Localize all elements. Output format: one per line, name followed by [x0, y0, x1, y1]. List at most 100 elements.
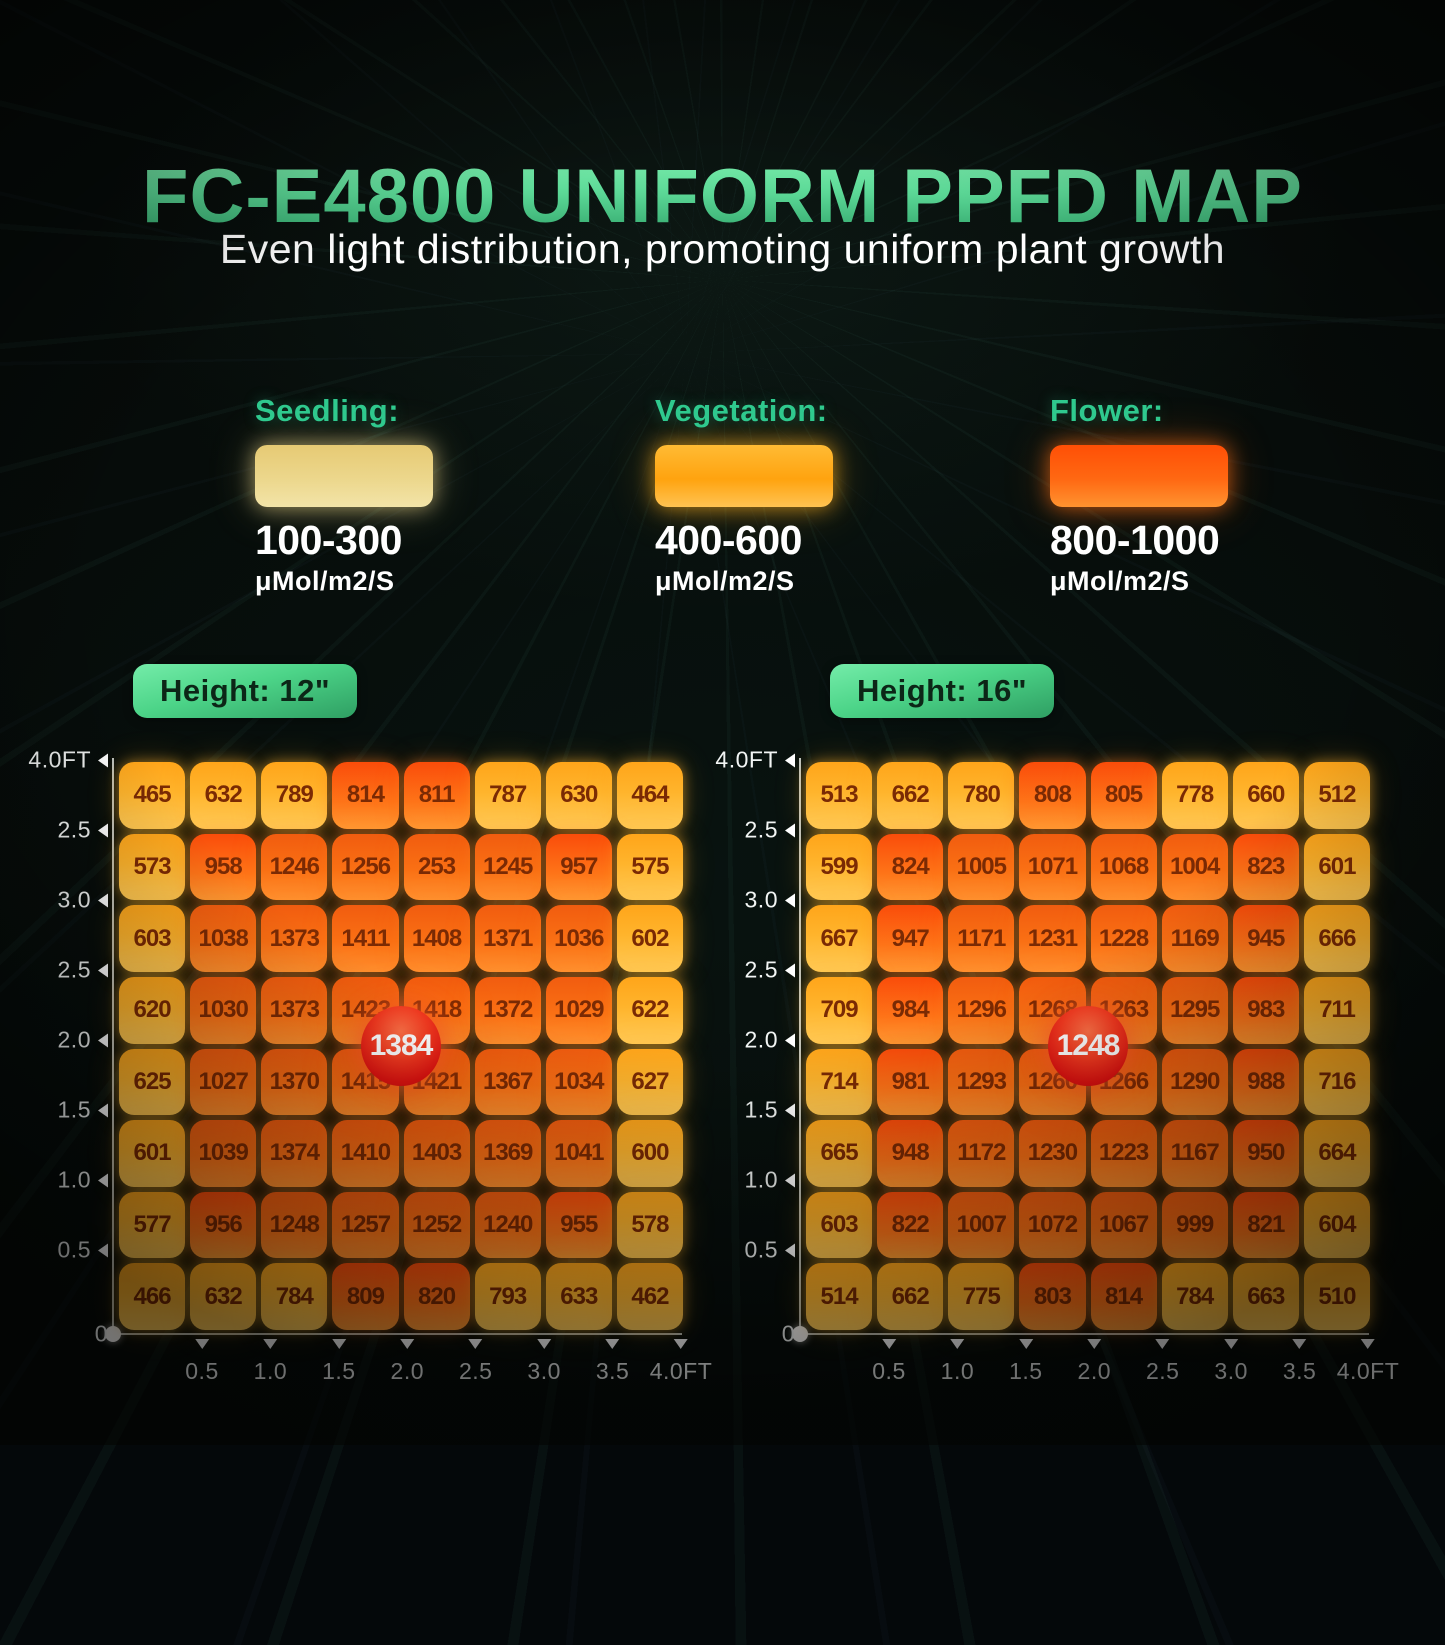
legend-label: Flower: — [1050, 393, 1164, 428]
ppfd-cell: 1167 — [1161, 1120, 1228, 1187]
tick-triangle-icon — [785, 1173, 795, 1187]
y-axis-tick: 2.5 — [40, 817, 108, 844]
ppfd-cell: 1373 — [261, 905, 328, 972]
ppfd-cell: 1370 — [261, 1048, 328, 1116]
ppfd-cell: 1041 — [545, 1120, 612, 1187]
legend-unit: μMol/m2/S — [1050, 566, 1190, 596]
ppfd-cell: 811 — [403, 762, 470, 829]
ppfd-cell: 513 — [806, 762, 873, 829]
ppfd-cell: 1036 — [545, 905, 612, 972]
y-axis-tick-label: 0.5 — [57, 1236, 91, 1263]
ppfd-cell: 512 — [1303, 762, 1370, 829]
y-axis-line — [799, 758, 801, 1335]
tick-triangle-icon — [1018, 1339, 1033, 1349]
ppfd-cell: 1223 — [1090, 1120, 1157, 1187]
ppfd-cell: 1007 — [948, 1191, 1015, 1259]
ppfd-cell: 1372 — [474, 976, 541, 1044]
ppfd-cell: 1005 — [948, 833, 1015, 901]
tick-triangle-icon — [785, 1243, 795, 1257]
ppfd-cell: 1256 — [332, 833, 399, 901]
ppfd-cell: 780 — [948, 762, 1015, 829]
ppfd-cell: 633 — [545, 1263, 612, 1330]
ppfd-cell: 603 — [806, 1191, 873, 1259]
ppfd-cell: 711 — [1303, 976, 1370, 1044]
center-ppfd-badge: 1384 — [361, 1006, 441, 1086]
y-axis-tick-label: 1.5 — [57, 1096, 91, 1123]
y-axis-tick: 4.0FT — [28, 747, 108, 774]
x-axis-tick-label: 1.0 — [253, 1358, 288, 1384]
ppfd-cell: 814 — [1090, 1263, 1157, 1330]
tick-triangle-icon — [98, 1103, 108, 1117]
ppfd-cell: 1371 — [474, 905, 541, 972]
ppfd-cell: 1171 — [948, 905, 1015, 972]
ppfd-cell: 1034 — [545, 1048, 612, 1116]
x-axis-tick: 1.0 — [254, 1339, 287, 1385]
tick-triangle-icon — [881, 1339, 896, 1349]
ppfd-cell: 824 — [877, 833, 944, 901]
y-axis-tick-label: 4.0FT — [28, 746, 91, 773]
y-axis-tick-label: 3.0 — [57, 886, 91, 913]
ppfd-cell: 604 — [1303, 1191, 1370, 1259]
ppfd-map-panel-16in: Height: 16" 513 662 780 808 805 778 660 512 599 8… — [715, 655, 1432, 1430]
y-axis-tick-label: 1.0 — [57, 1166, 91, 1193]
ppfd-cell: 1067 — [1090, 1191, 1157, 1259]
ppfd-cell: 1367 — [474, 1048, 541, 1116]
ppfd-cell: 803 — [1019, 1263, 1086, 1330]
y-axis-tick: 2.0 — [727, 1027, 795, 1054]
x-axis-tick-label: 2.0 — [390, 1358, 425, 1384]
ppfd-cell: 1408 — [403, 905, 470, 972]
y-axis-tick-label: 2.5 — [744, 816, 778, 843]
ppfd-cell: 793 — [474, 1263, 541, 1330]
tick-triangle-icon — [263, 1339, 278, 1349]
ppfd-cell: 464 — [616, 762, 683, 829]
y-axis-tick-label: 3.0 — [744, 886, 778, 913]
ppfd-cell: 822 — [877, 1191, 944, 1259]
x-axis-tick-label: 3.0 — [1214, 1358, 1248, 1384]
ppfd-cell: 1403 — [403, 1120, 470, 1187]
x-axis-tick-label: 3.5 — [595, 1358, 630, 1384]
x-axis-tick: 0.5 — [185, 1339, 218, 1385]
tick-triangle-icon — [785, 1103, 795, 1117]
tick-triangle-icon — [98, 753, 108, 767]
ppfd-cell: 820 — [403, 1263, 470, 1330]
y-axis-tick-label: 2.5 — [744, 956, 778, 983]
ppfd-cell: 1374 — [261, 1120, 328, 1187]
legend-range: 400-600 — [655, 517, 802, 563]
y-axis-line — [112, 758, 114, 1335]
ppfd-cell: 1293 — [948, 1048, 1015, 1116]
ppfd-cell: 1245 — [474, 833, 541, 901]
tick-triangle-icon — [98, 1243, 108, 1257]
tick-triangle-icon — [98, 1033, 108, 1047]
ppfd-cell: 775 — [948, 1263, 1015, 1330]
ppfd-cell: 603 — [119, 905, 186, 972]
y-axis-tick: 1.5 — [40, 1097, 108, 1124]
ppfd-cell: 716 — [1303, 1048, 1370, 1116]
x-axis-tick-label: 4.0FT — [1336, 1358, 1400, 1384]
y-axis-tick: 1.0 — [727, 1167, 795, 1194]
x-axis-tick-label: 4.0FT — [649, 1358, 713, 1384]
y-axis-tick: 4.0FT — [715, 747, 795, 774]
ppfd-cell: 1231 — [1019, 905, 1086, 972]
ppfd-cell: 253 — [403, 833, 470, 901]
ppfd-cell: 667 — [806, 905, 873, 972]
ppfd-cell: 1410 — [332, 1120, 399, 1187]
ppfd-cell: 577 — [119, 1191, 186, 1259]
ppfd-cell: 1296 — [948, 976, 1015, 1044]
y-axis-tick: 0 — [40, 1321, 120, 1348]
ppfd-cell: 664 — [1303, 1120, 1370, 1187]
tick-triangle-icon — [537, 1339, 552, 1349]
x-axis-tick: 2.5 — [459, 1339, 492, 1385]
ppfd-cell: 630 — [545, 762, 612, 829]
x-axis-tick: 2.0 — [391, 1339, 424, 1385]
ppfd-cell: 714 — [806, 1048, 873, 1116]
x-axis-tick-label: 2.5 — [1145, 1358, 1180, 1384]
x-axis-tick: 3.0 — [1214, 1339, 1247, 1385]
tick-triangle-icon — [950, 1339, 965, 1349]
ppfd-cell: 947 — [877, 905, 944, 972]
ppfd-cell: 1039 — [190, 1120, 257, 1187]
tick-triangle-icon — [1224, 1339, 1239, 1349]
ppfd-cell: 660 — [1232, 762, 1299, 829]
y-axis-tick: 0.5 — [40, 1237, 108, 1264]
ppfd-cell: 1411 — [332, 905, 399, 972]
tick-triangle-icon — [1087, 1339, 1102, 1349]
